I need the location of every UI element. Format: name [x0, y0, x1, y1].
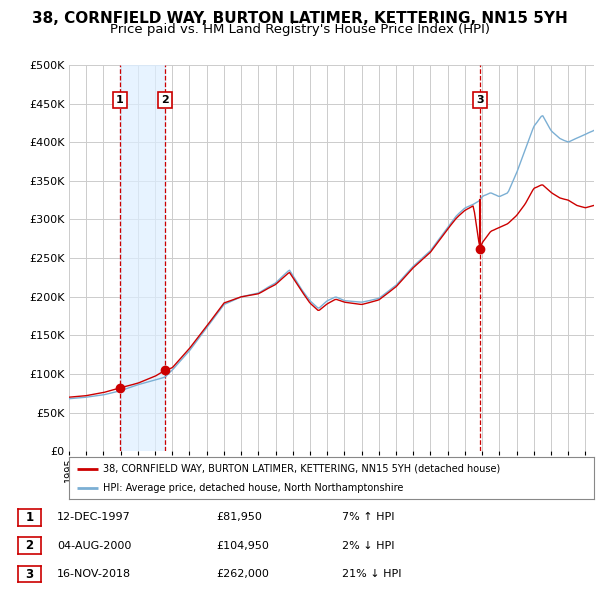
- Bar: [120, 65, 165, 451]
- Text: Price paid vs. HM Land Registry's House Price Index (HPI): Price paid vs. HM Land Registry's House …: [110, 23, 490, 36]
- Text: 12-DEC-1997: 12-DEC-1997: [57, 513, 131, 522]
- Text: HPI: Average price, detached house, North Northamptonshire: HPI: Average price, detached house, Nort…: [103, 483, 404, 493]
- Text: 3: 3: [25, 568, 34, 581]
- Text: 2: 2: [161, 94, 169, 104]
- Text: 7% ↑ HPI: 7% ↑ HPI: [342, 513, 395, 522]
- Text: 21% ↓ HPI: 21% ↓ HPI: [342, 569, 401, 579]
- Text: 16-NOV-2018: 16-NOV-2018: [57, 569, 131, 579]
- Text: £81,950: £81,950: [216, 513, 262, 522]
- Text: 38, CORNFIELD WAY, BURTON LATIMER, KETTERING, NN15 5YH: 38, CORNFIELD WAY, BURTON LATIMER, KETTE…: [32, 11, 568, 27]
- Text: 2% ↓ HPI: 2% ↓ HPI: [342, 541, 395, 550]
- Text: 38, CORNFIELD WAY, BURTON LATIMER, KETTERING, NN15 5YH (detached house): 38, CORNFIELD WAY, BURTON LATIMER, KETTE…: [103, 464, 500, 474]
- Text: £104,950: £104,950: [216, 541, 269, 550]
- Text: 1: 1: [116, 94, 124, 104]
- Text: 3: 3: [476, 94, 484, 104]
- Text: 1: 1: [25, 511, 34, 524]
- Text: £262,000: £262,000: [216, 569, 269, 579]
- Text: 04-AUG-2000: 04-AUG-2000: [57, 541, 131, 550]
- Text: 2: 2: [25, 539, 34, 552]
